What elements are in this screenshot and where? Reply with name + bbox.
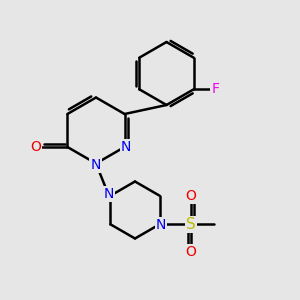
Text: N: N — [90, 158, 100, 172]
Text: N: N — [103, 187, 114, 201]
Text: N: N — [121, 140, 131, 154]
Text: N: N — [156, 218, 166, 232]
Text: O: O — [30, 140, 41, 154]
Text: O: O — [186, 245, 196, 260]
Text: S: S — [186, 217, 196, 232]
Text: O: O — [186, 189, 196, 203]
Text: F: F — [212, 82, 219, 96]
